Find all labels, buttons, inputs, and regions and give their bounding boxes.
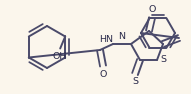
Text: O: O <box>99 70 107 79</box>
Text: N: N <box>118 32 125 41</box>
Text: OH: OH <box>53 53 67 61</box>
Text: S: S <box>160 55 166 64</box>
Text: O: O <box>148 5 156 14</box>
Text: HN: HN <box>100 35 113 44</box>
Text: S: S <box>132 77 138 86</box>
